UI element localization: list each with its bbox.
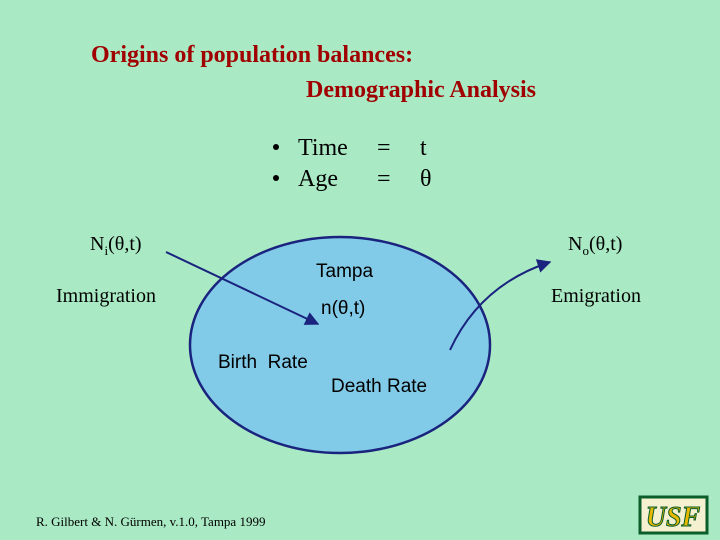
bullet-term: Age [298, 166, 338, 192]
symbol-subscript: i [104, 243, 108, 258]
bullet [273, 144, 279, 150]
system-variable: n(θ,t) [321, 298, 365, 319]
birth-rate: Birth Rate [218, 352, 308, 373]
bullet-symbol: t [420, 135, 427, 161]
system-ellipse [188, 235, 492, 455]
outflow-label: Emigration [551, 285, 641, 307]
symbol-subscript: o [582, 243, 589, 258]
system-name: Tampa [316, 261, 373, 282]
logo-frame [638, 495, 709, 535]
symbol-base: N [90, 233, 104, 255]
bullet-eq: = [377, 135, 391, 161]
bullet-symbol: θ [420, 166, 432, 192]
symbol-args: (θ,t) [589, 233, 622, 255]
outflow-arrow [449, 259, 552, 351]
bullet-eq: = [377, 166, 391, 192]
death-rate: Death Rate [331, 376, 427, 397]
inflow-label: Immigration [56, 285, 156, 307]
title-line: Demographic Analysis [306, 77, 536, 103]
inflow-symbol: Ni(θ,t) [90, 233, 142, 258]
bullet-term: Time [298, 135, 348, 161]
inflow-arrow [165, 251, 320, 325]
logo: USF [646, 502, 701, 533]
footer: R. Gilbert & N. Gürmen, v.1.0, Tampa 199… [36, 514, 265, 529]
symbol-base: N [568, 233, 582, 255]
symbol-args: (θ,t) [108, 233, 141, 255]
bullet [273, 175, 279, 181]
outflow-symbol: No(θ,t) [568, 233, 622, 258]
title-line: Origins of population balances: [91, 42, 413, 68]
